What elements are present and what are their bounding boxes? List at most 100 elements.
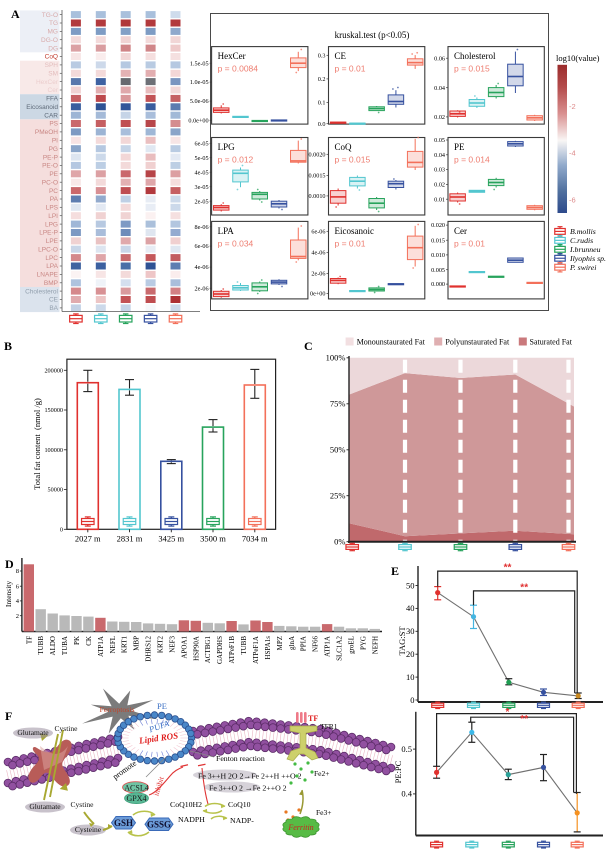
svg-text:SLC1A2: SLC1A2 — [336, 636, 344, 661]
svg-text:p = 0.0084: p = 0.0084 — [218, 64, 259, 74]
svg-text:Fe 3++H 2O 2→Fe 2++H ++O 2: Fe 3++H 2O 2→Fe 2++H ++O 2 — [198, 772, 302, 781]
svg-text:150000: 150000 — [44, 407, 63, 414]
svg-text:0e+00: 0e+00 — [310, 291, 326, 298]
svg-text:CE: CE — [335, 51, 347, 61]
svg-text:LPG: LPG — [45, 221, 58, 228]
svg-text:TF: TF — [25, 636, 33, 644]
svg-text:ACTBG1: ACTBG1 — [204, 636, 212, 664]
svg-text:TAG:ST: TAG:ST — [397, 626, 407, 656]
svg-text:D: D — [5, 557, 14, 571]
svg-text:CoQ10: CoQ10 — [228, 800, 251, 809]
svg-text:2027 m: 2027 m — [75, 534, 101, 544]
svg-text:C: C — [304, 339, 313, 353]
svg-text:LPE-P: LPE-P — [39, 230, 58, 237]
svg-text:TUBA: TUBA — [61, 636, 69, 655]
svg-text:Ferroptosis: Ferroptosis — [99, 705, 134, 714]
svg-text:Fe 3++O 2 →Fe 2++O 2: Fe 3++O 2 →Fe 2++O 2 — [209, 784, 287, 793]
svg-text:50%: 50% — [330, 445, 346, 455]
svg-text:PE: PE — [157, 701, 167, 711]
svg-text:0.06: 0.06 — [434, 55, 445, 62]
svg-text:p = 0.01: p = 0.01 — [454, 238, 485, 248]
svg-text:B: B — [4, 339, 12, 353]
svg-text:25%: 25% — [330, 491, 346, 501]
svg-text:0.005: 0.005 — [431, 267, 445, 274]
svg-text:TUBB: TUBB — [240, 636, 248, 655]
svg-text:PYG: PYG — [359, 636, 367, 650]
svg-text:ATP1A: ATP1A — [97, 636, 105, 657]
svg-text:30: 30 — [406, 626, 415, 636]
svg-text:2831 m: 2831 m — [117, 534, 143, 544]
svg-text:NEFH: NEFH — [371, 636, 379, 654]
svg-text:1.0e-05: 1.0e-05 — [190, 79, 209, 86]
svg-text:8: 8 — [16, 568, 19, 575]
svg-text:p = 0.012: p = 0.012 — [218, 155, 254, 165]
svg-text:-4: -4 — [569, 149, 576, 158]
svg-text:6e-06: 6e-06 — [311, 228, 325, 235]
svg-text:0.010: 0.010 — [431, 252, 445, 259]
svg-text:**: ** — [504, 563, 512, 574]
svg-text:NADP-: NADP- — [230, 816, 254, 825]
svg-text:PK: PK — [73, 636, 81, 645]
svg-text:0.02: 0.02 — [434, 114, 445, 121]
svg-text:0.01: 0.01 — [434, 196, 445, 203]
svg-text:0.015: 0.015 — [431, 237, 445, 244]
svg-text:GAPDHS: GAPDHS — [216, 636, 224, 664]
svg-text:TUBB: TUBB — [37, 636, 45, 655]
svg-text:0.04: 0.04 — [434, 152, 445, 159]
svg-text:PI: PI — [52, 138, 58, 145]
svg-text:B.mollis: B.mollis — [570, 227, 596, 236]
svg-text:6: 6 — [16, 583, 20, 590]
svg-text:0.02: 0.02 — [434, 182, 445, 189]
svg-text:**: ** — [520, 714, 528, 725]
svg-text:Fe2+: Fe2+ — [314, 769, 329, 778]
svg-text:1.5e-05: 1.5e-05 — [190, 60, 209, 67]
svg-text:Cystine: Cystine — [71, 800, 95, 809]
svg-text:0.1: 0.1 — [318, 100, 326, 107]
svg-text:0.2: 0.2 — [318, 76, 326, 83]
svg-text:2e-05: 2e-05 — [195, 198, 209, 205]
svg-text:0.5: 0.5 — [401, 744, 412, 754]
svg-text:I.brunneu: I.brunneu — [569, 245, 601, 254]
svg-text:HexCer: HexCer — [218, 51, 246, 61]
svg-text:Fenton reaction: Fenton reaction — [216, 754, 265, 763]
svg-text:PS: PS — [49, 121, 58, 128]
svg-text:0.000: 0.000 — [431, 281, 445, 288]
svg-text:0.0: 0.0 — [318, 121, 326, 128]
svg-text:CoQ10H2: CoQ10H2 — [170, 800, 202, 809]
svg-text:-6: -6 — [569, 196, 576, 205]
svg-text:Eicosanoic: Eicosanoic — [335, 226, 375, 236]
svg-text:KRT2: KRT2 — [157, 636, 165, 654]
svg-text:GPX4: GPX4 — [126, 794, 146, 803]
svg-text:Cysteine: Cysteine — [75, 825, 102, 834]
svg-text:MG: MG — [48, 29, 58, 36]
svg-text:PE:PC: PE:PC — [393, 760, 403, 783]
svg-text:APOA1: APOA1 — [180, 636, 188, 659]
svg-text:Monounstaurated Fat: Monounstaurated Fat — [357, 338, 426, 347]
svg-text:ALDO: ALDO — [49, 636, 57, 655]
svg-text:NEFL: NEFL — [109, 636, 117, 654]
svg-text:PG: PG — [49, 146, 58, 153]
svg-text:75%: 75% — [330, 399, 346, 409]
svg-text:5.0e-06: 5.0e-06 — [190, 98, 209, 105]
svg-text:DG-O: DG-O — [41, 37, 58, 44]
svg-text:8e-06: 8e-06 — [195, 224, 209, 231]
svg-text:TF: TF — [308, 714, 318, 723]
svg-text:Glutamate: Glutamate — [29, 802, 61, 811]
svg-text:PE-P: PE-P — [43, 154, 58, 161]
svg-text:0.4: 0.4 — [401, 789, 412, 799]
svg-text:NEF3: NEF3 — [169, 636, 177, 653]
svg-text:100%: 100% — [326, 353, 346, 363]
svg-text:4e-06: 4e-06 — [311, 250, 325, 257]
svg-text:Cer: Cer — [454, 226, 467, 236]
svg-text:groEL: groEL — [347, 636, 355, 654]
svg-text:0.0020: 0.0020 — [308, 151, 325, 158]
svg-text:0: 0 — [410, 695, 414, 705]
svg-text:Fe3+: Fe3+ — [316, 808, 331, 817]
svg-text:LPA: LPA — [46, 263, 58, 270]
svg-text:LPG: LPG — [218, 142, 236, 152]
svg-text:HexCer: HexCer — [36, 79, 59, 86]
svg-text:100000: 100000 — [44, 447, 63, 454]
svg-text:Saturated Fat: Saturated Fat — [530, 338, 573, 347]
svg-text:0.0e+00: 0.0e+00 — [188, 117, 208, 124]
svg-text:0.0015: 0.0015 — [308, 173, 325, 180]
